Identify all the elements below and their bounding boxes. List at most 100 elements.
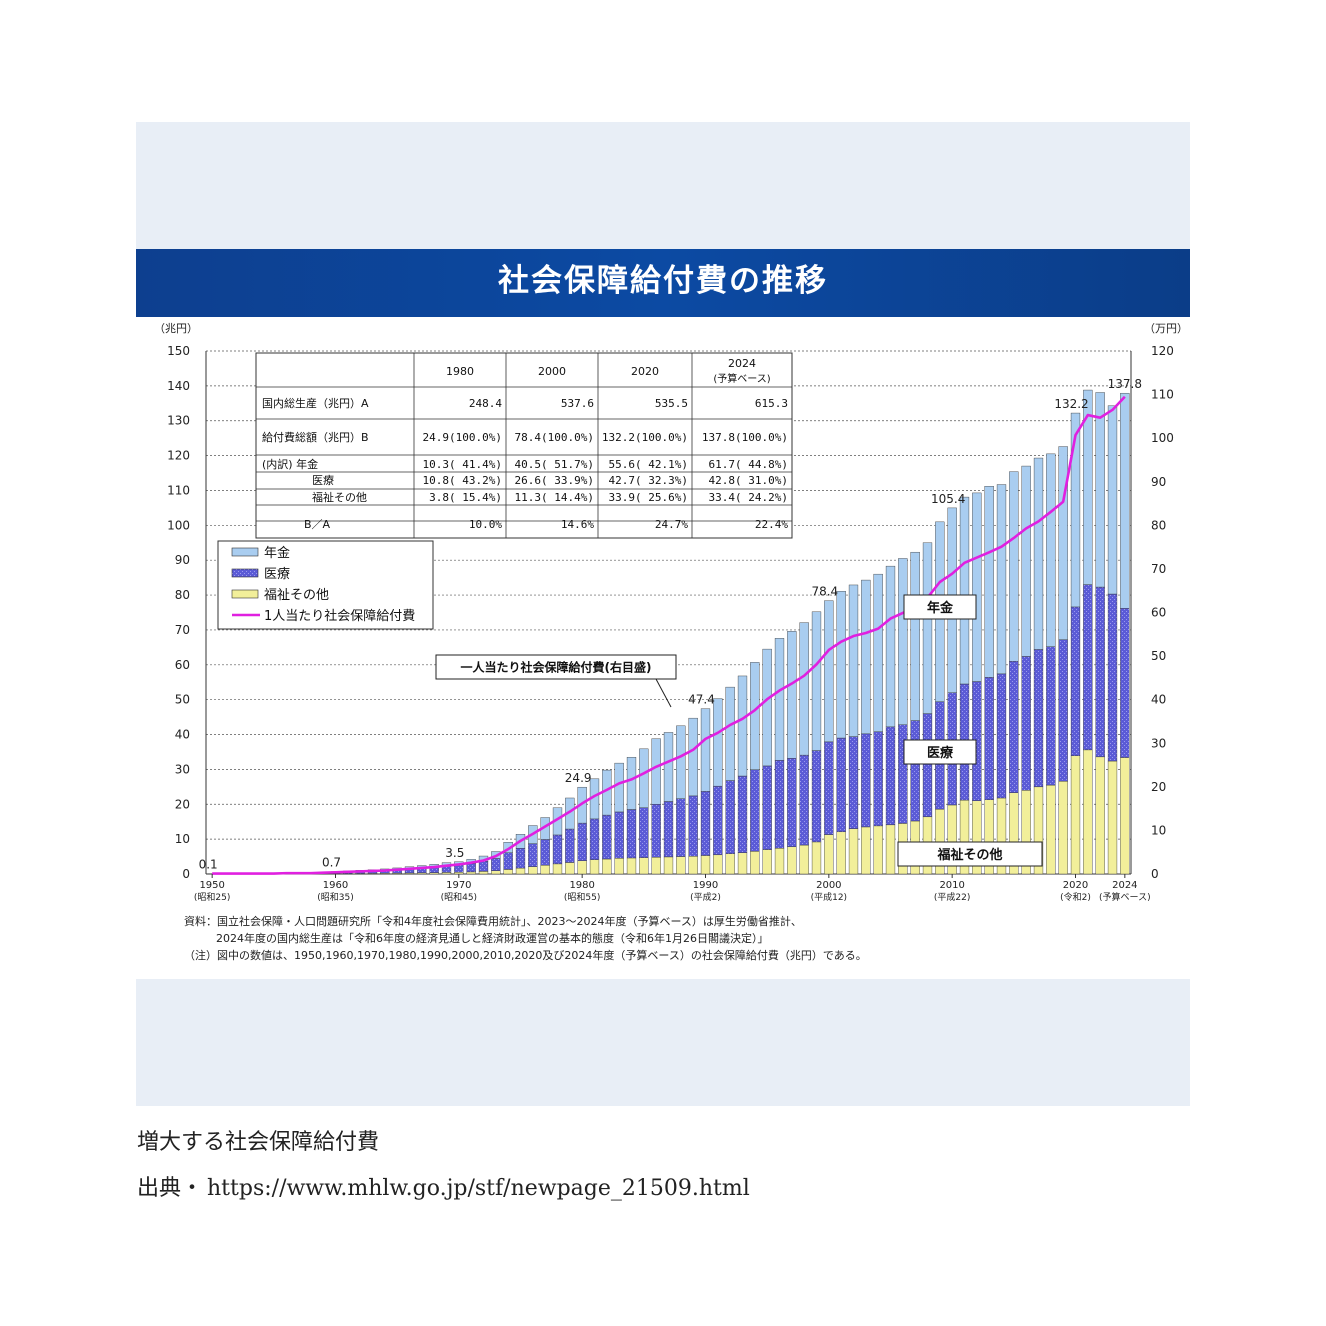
source-note: （注）図中の数値は、1950,1960,1970,1980,1990,2000,… bbox=[184, 948, 867, 962]
bar-pension bbox=[713, 698, 723, 787]
bar-medical bbox=[737, 775, 748, 853]
data-label-2024: 137.8 bbox=[1108, 377, 1142, 391]
bar-welfare bbox=[466, 871, 476, 875]
left-tick-label: 100 bbox=[167, 518, 190, 532]
bar-medical bbox=[713, 785, 723, 856]
bar-pension bbox=[1095, 392, 1105, 588]
x-tick-year: 2010 bbox=[939, 880, 964, 891]
source-note: 2024年度の国内総生産は「令和6年度の経済見通しと経済財政運営の基本的態度（令… bbox=[216, 931, 768, 945]
bar-pension bbox=[787, 631, 797, 759]
x-tick-year: 2000 bbox=[816, 880, 841, 891]
legend-swatch bbox=[231, 547, 259, 557]
right-tick-label: 100 bbox=[1151, 431, 1174, 445]
bar-medical bbox=[984, 677, 994, 800]
bar-welfare bbox=[639, 857, 649, 875]
legend-label: 福祉その他 bbox=[264, 588, 329, 603]
table-cell: 615.3 bbox=[755, 397, 788, 410]
table-cell: 10.8( 43.2%) bbox=[423, 474, 502, 487]
bar-medical bbox=[1083, 584, 1093, 751]
bar-pension bbox=[676, 725, 686, 799]
left-tick-label: 140 bbox=[167, 379, 190, 393]
table-cell: 61.7( 44.8%) bbox=[709, 458, 788, 471]
left-tick-label: 0 bbox=[182, 867, 190, 881]
table-header: 2000 bbox=[538, 365, 566, 378]
bar-pension bbox=[614, 762, 624, 813]
bar-pension bbox=[811, 611, 822, 751]
table-cell: 537.6 bbox=[561, 397, 594, 410]
bar-welfare bbox=[614, 858, 624, 875]
right-tick-label: 30 bbox=[1151, 736, 1166, 750]
bar-medical bbox=[491, 858, 501, 871]
bar-medical bbox=[552, 834, 563, 865]
bar-welfare bbox=[515, 867, 526, 875]
bar-medical bbox=[1120, 608, 1130, 758]
table-cell: 137.8(100.0%) bbox=[702, 431, 788, 444]
bar-pension bbox=[959, 496, 970, 685]
label-medical: 医療 bbox=[927, 745, 954, 761]
table-row-label: 給付費総額（兆円）B bbox=[262, 430, 369, 444]
bar-medical bbox=[565, 828, 575, 863]
bar-medical bbox=[725, 780, 735, 854]
chart-title: 社会保障給付費の推移 bbox=[498, 263, 828, 299]
x-tick-year: 1990 bbox=[693, 880, 718, 891]
x-tick-era: (予算ベース) bbox=[1099, 891, 1151, 903]
bar-pension bbox=[750, 662, 760, 770]
bar-pension bbox=[737, 675, 748, 777]
bar-welfare bbox=[454, 872, 464, 875]
bar-medical bbox=[848, 736, 859, 829]
table-cell: 535.5 bbox=[655, 397, 688, 410]
table-row-label: 国内総生産（兆円）A bbox=[262, 396, 369, 410]
table-cell: 55.6( 42.1%) bbox=[609, 458, 688, 471]
bar-welfare bbox=[1058, 781, 1068, 875]
bar-welfare bbox=[1083, 749, 1093, 875]
bar-medical bbox=[614, 811, 624, 859]
bar-welfare bbox=[540, 865, 550, 875]
x-tick-era: (昭和55) bbox=[564, 892, 600, 903]
x-tick-era: (昭和35) bbox=[317, 892, 353, 903]
bar-pension bbox=[1058, 446, 1068, 640]
source-url[interactable]: https://www.mhlw.go.jp/stf/newpage_21509… bbox=[207, 1176, 750, 1201]
bar-medical bbox=[1070, 606, 1081, 757]
bar-medical bbox=[663, 801, 674, 858]
bar-medical bbox=[811, 750, 822, 843]
source-line: 出典・ https://www.mhlw.go.jp/stf/newpage_21… bbox=[137, 1170, 750, 1202]
right-tick-label: 110 bbox=[1151, 388, 1174, 402]
bar-welfare bbox=[799, 844, 809, 875]
x-tick-year: 2024 bbox=[1112, 880, 1137, 891]
bar-medical bbox=[836, 737, 846, 833]
bar-pension bbox=[663, 732, 674, 802]
right-tick-label: 10 bbox=[1151, 823, 1166, 837]
bar-medical bbox=[528, 843, 538, 867]
bar-pension bbox=[824, 600, 834, 743]
left-tick-label: 30 bbox=[175, 762, 190, 776]
bar-pension bbox=[1120, 392, 1130, 609]
bar-pension bbox=[898, 558, 908, 725]
bar-medical bbox=[762, 765, 772, 850]
right-tick-label: 70 bbox=[1151, 562, 1166, 576]
label-medical-box bbox=[903, 739, 977, 765]
bar-medical bbox=[1046, 646, 1056, 786]
table-cell: 24.9(100.0%) bbox=[423, 431, 502, 444]
left-tick-label: 20 bbox=[175, 797, 190, 811]
bar-pension bbox=[762, 648, 772, 767]
table-cell: 24.7% bbox=[655, 518, 688, 531]
bar-welfare bbox=[503, 869, 513, 875]
x-tick-year: 1980 bbox=[569, 880, 594, 891]
bar-pension bbox=[639, 748, 649, 808]
data-label-1950: 0.1 bbox=[199, 858, 218, 872]
source-prefix: 出典・ bbox=[137, 1176, 204, 1201]
table-row-label: (内訳) 年金 bbox=[262, 457, 318, 471]
table-cell: 132.2(100.0%) bbox=[602, 431, 688, 444]
data-label-1990: 47.4 bbox=[688, 693, 715, 707]
bar-pension bbox=[1021, 465, 1031, 657]
left-tick-label: 50 bbox=[175, 693, 190, 707]
bar-welfare bbox=[836, 831, 846, 875]
bar-medical bbox=[602, 814, 612, 860]
bar-pension bbox=[972, 492, 982, 682]
bar-welfare bbox=[762, 849, 772, 875]
x-tick-era: (昭和45) bbox=[441, 892, 477, 903]
legend-label: 1人当たり社会保障給付費 bbox=[264, 608, 415, 624]
bar-pension bbox=[688, 717, 698, 797]
bar-welfare bbox=[787, 846, 797, 875]
table-header: 2020 bbox=[631, 365, 659, 378]
